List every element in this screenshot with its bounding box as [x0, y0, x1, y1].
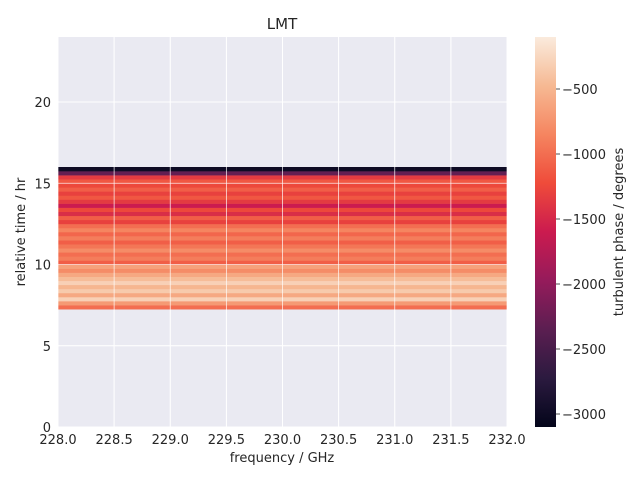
y-tick-label: 5 [43, 340, 51, 355]
y-tick-label: 20 [34, 96, 51, 111]
colorbar-tick-label: −3000 [562, 408, 606, 423]
x-tick-label: 232.0 [488, 433, 525, 448]
colorbar [535, 37, 556, 427]
y-tick-label: 10 [34, 259, 51, 274]
y-tick-label: 0 [43, 421, 51, 436]
x-tick-label: 228.5 [96, 433, 133, 448]
grid-lines-over-data [57, 37, 508, 428]
x-tick-label: 230.5 [320, 433, 357, 448]
chart-title: LMT [267, 15, 298, 33]
x-tick-labels: 228.0 228.5 229.0 229.5 230.0 230.5 231.0 231.5… [39, 433, 525, 448]
x-tick-label: 230.0 [264, 433, 301, 448]
colorbar-tick-label: −500 [562, 83, 598, 98]
y-tick-labels: 0 5 10 15 20 [34, 96, 51, 436]
x-tick-label: 231.5 [432, 433, 469, 448]
x-tick-label: 228.0 [39, 433, 76, 448]
x-tick-label: 229.0 [152, 433, 189, 448]
x-tick-label: 229.5 [208, 433, 245, 448]
colorbar-tick-label: −1000 [562, 148, 606, 163]
colorbar-tick-labels: −500 −1000 −1500 −2000 −2500 −3000 [556, 83, 606, 423]
colorbar-tick-label: −2500 [562, 343, 606, 358]
colorbar-label: turbulent phase / degrees [612, 148, 627, 317]
y-tick-label: 15 [34, 177, 51, 192]
x-axis-label: frequency / GHz [230, 451, 335, 466]
colorbar-tick-label: −1500 [562, 213, 606, 228]
y-axis-label: relative time / hr [14, 177, 29, 286]
x-tick-label: 231.0 [376, 433, 413, 448]
colorbar-tick-label: −2000 [562, 278, 606, 293]
